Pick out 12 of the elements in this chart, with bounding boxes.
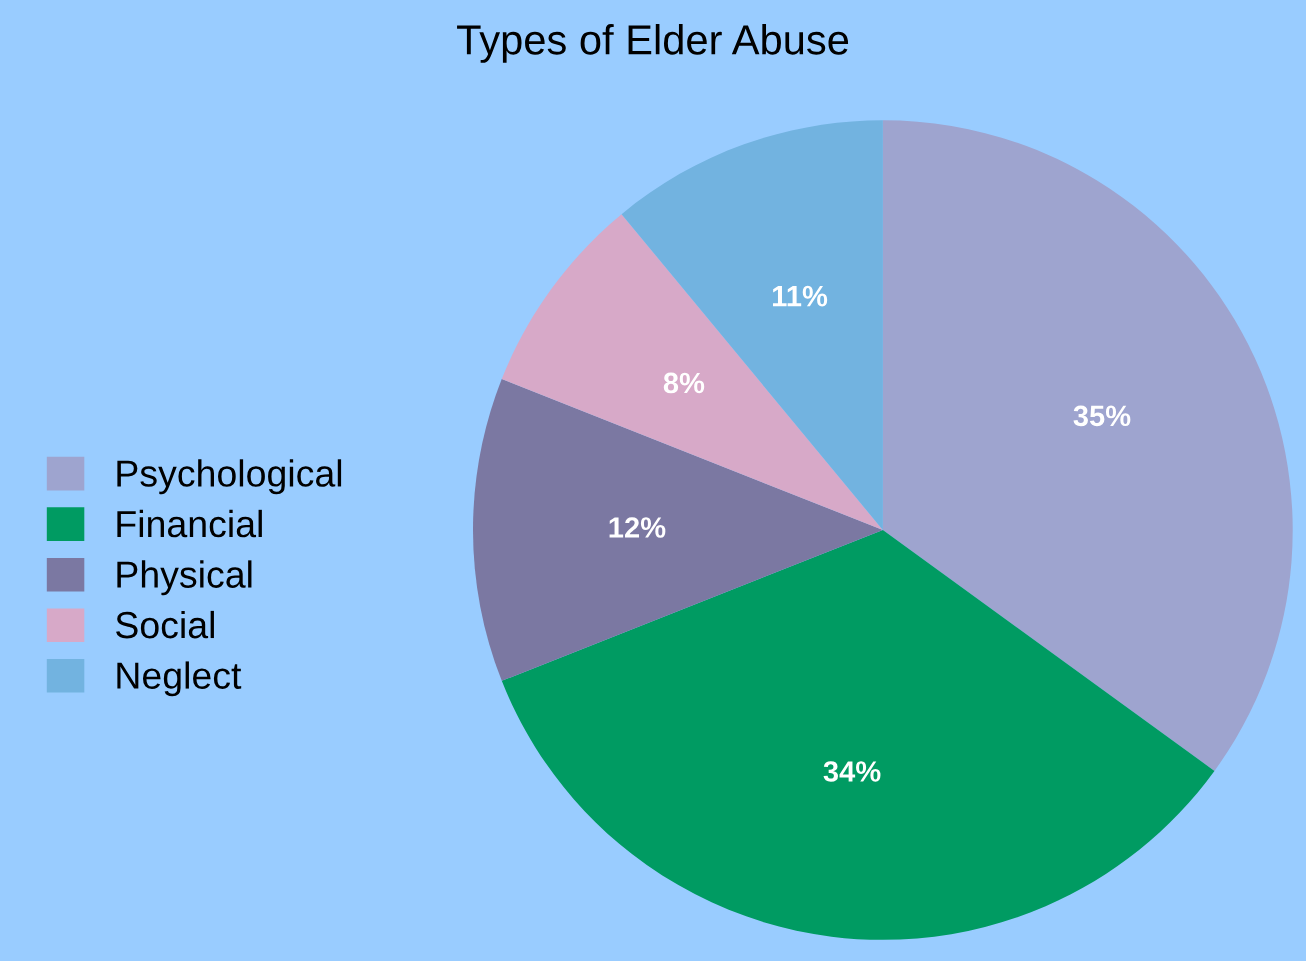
data-label: 11% <box>773 285 828 307</box>
data-label: 34% <box>823 761 881 782</box>
legend-label: Neglect <box>117 661 242 697</box>
data-label: 8% <box>663 372 705 394</box>
legend-label: Physical <box>117 560 252 596</box>
data-label: 35% <box>1073 405 1131 427</box>
data-label: 12% <box>609 517 666 538</box>
legend-label: Social <box>116 610 214 639</box>
pie-slice <box>882 120 1293 771</box>
legend-label: Psychological <box>117 459 342 495</box>
legend-label: Financial <box>117 509 262 538</box>
chart-title: Types of Elder Abuse <box>457 24 849 63</box>
